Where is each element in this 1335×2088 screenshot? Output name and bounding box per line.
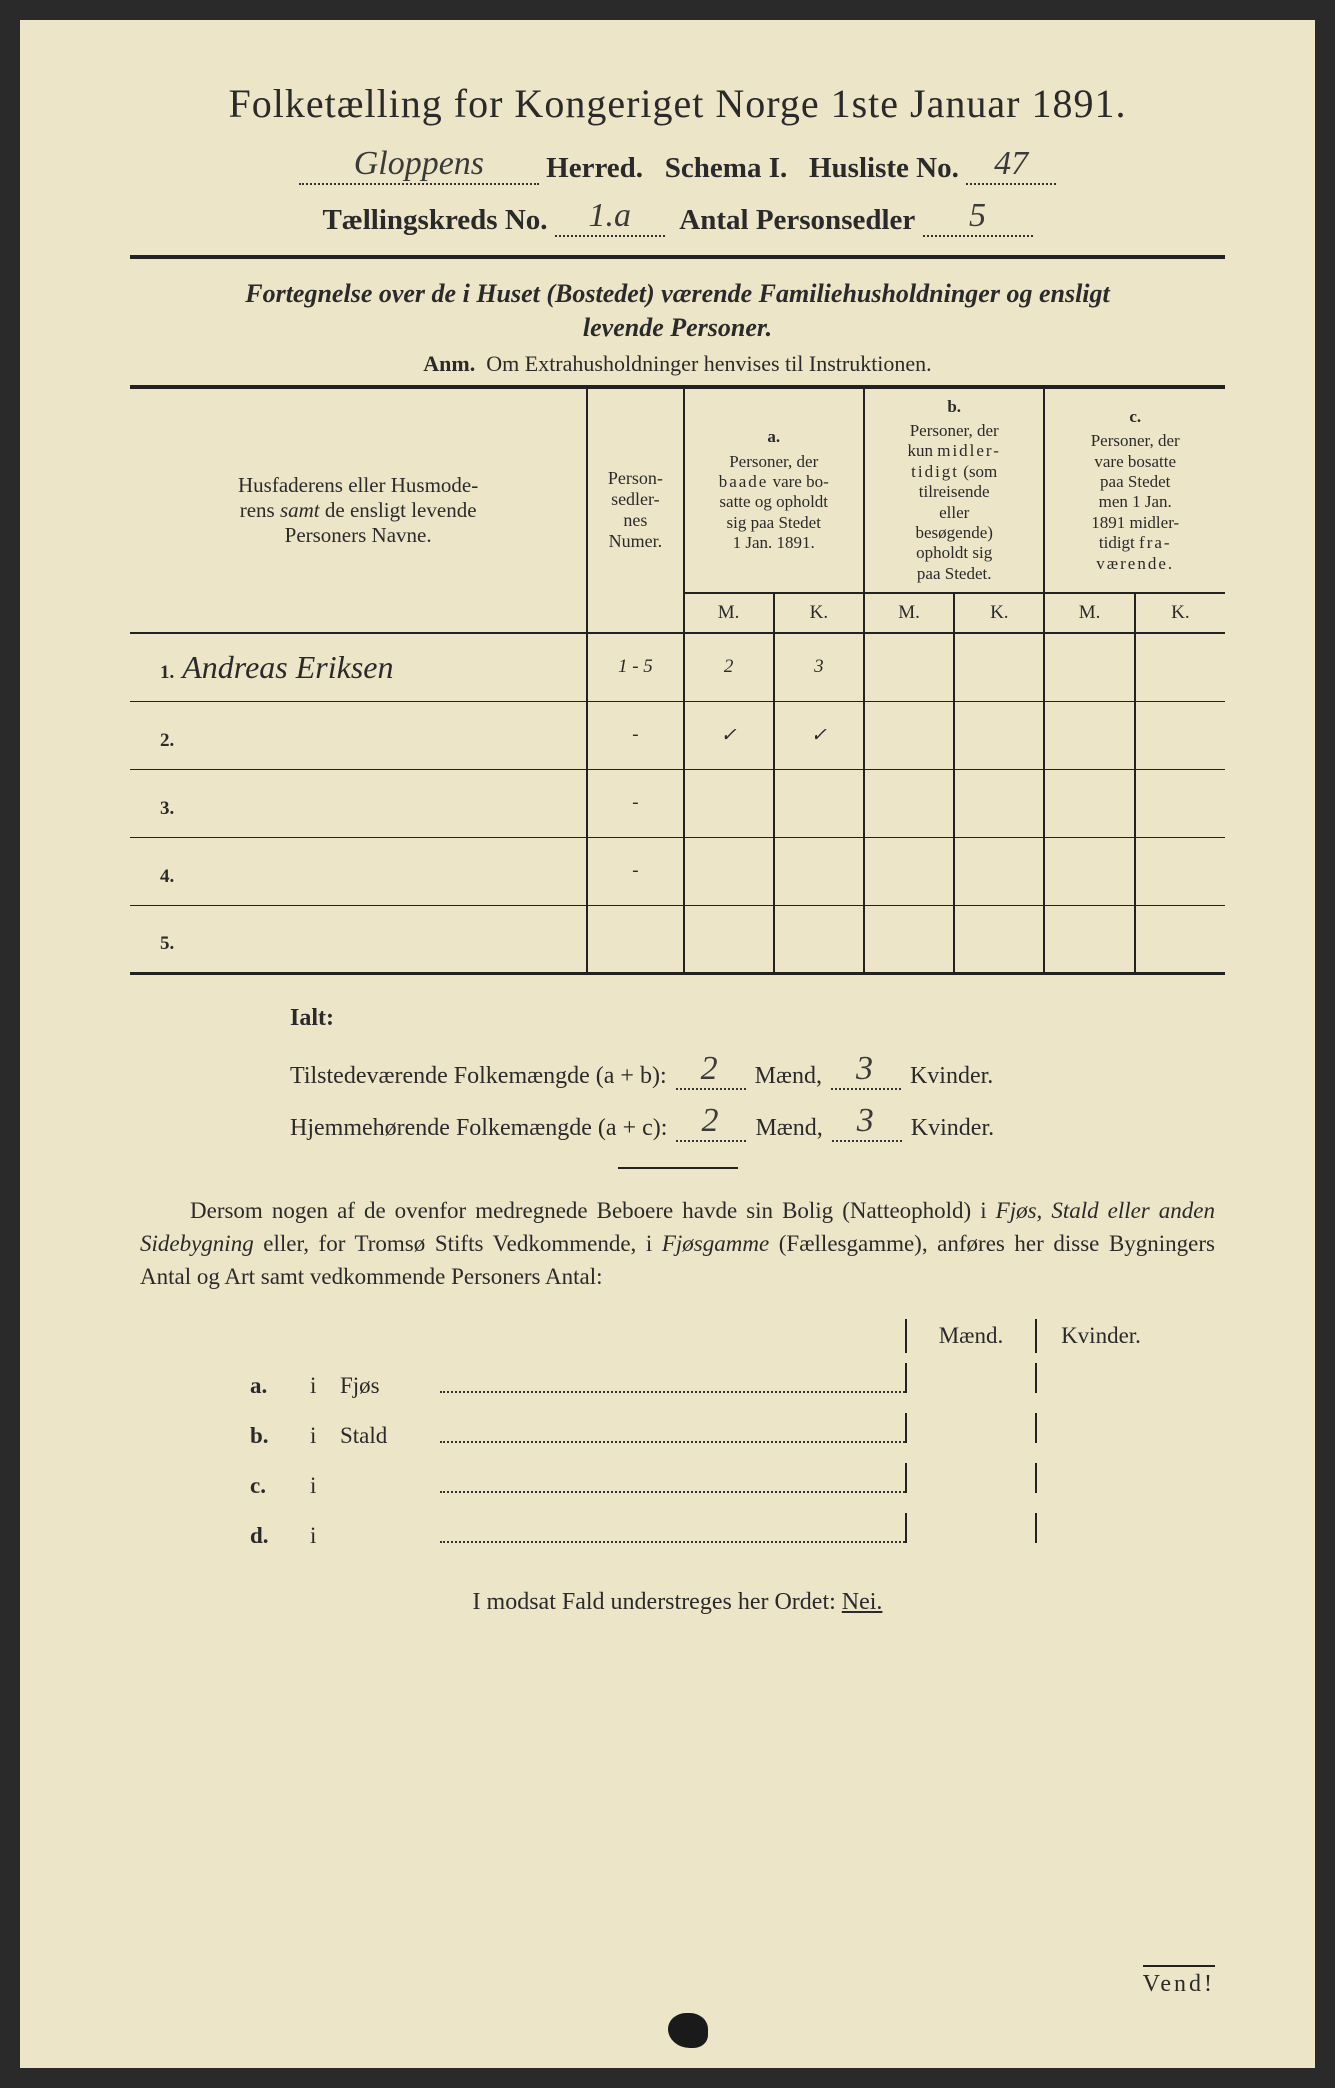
antal-value: 5	[969, 197, 986, 234]
col-a-k: K.	[774, 593, 864, 633]
nei-line: I modsat Fald understreges her Ordet: Ne…	[130, 1589, 1225, 1616]
vend-label: Vend!	[1143, 1965, 1215, 1998]
herred-label: Herred.	[546, 152, 643, 184]
table-row: 4.-	[130, 837, 1225, 905]
anm-text: Om Extrahusholdninger henvises til Instr…	[486, 351, 931, 376]
col-a-header: a. Personer, derbaade vare bo-satte og o…	[684, 387, 864, 594]
divider	[130, 255, 1225, 259]
anm-label: Anm.	[423, 351, 475, 376]
building-mk-header: Mænd. Kvinder.	[250, 1319, 1165, 1353]
short-divider	[618, 1167, 738, 1169]
subtitle: Fortegnelse over de i Huset (Bostedet) v…	[130, 277, 1225, 345]
ink-blot	[668, 2013, 708, 2048]
building-paragraph: Dersom nogen af de ovenfor medregnede Be…	[140, 1194, 1215, 1294]
header-line-3: Tællingskreds No. 1.a Antal Personsedler…	[130, 197, 1225, 237]
page-title: Folketælling for Kongeriget Norge 1ste J…	[130, 80, 1225, 127]
ialt-label: Ialt:	[290, 1005, 1225, 1032]
header-line-2: Gloppens Herred. Schema I. Husliste No. …	[130, 145, 1225, 185]
kvinder-col-label: Kvinder.	[1035, 1319, 1165, 1353]
subtitle-line1: Fortegnelse over de i Huset (Bostedet) v…	[245, 279, 1110, 308]
building-row: a.iFjøs	[250, 1363, 1165, 1399]
subtitle-line2: levende Personer.	[583, 313, 772, 342]
ialt-line-1: Tilstedeværende Folkemængde (a + b): 2 M…	[290, 1050, 1225, 1090]
col-a-m: M.	[684, 593, 774, 633]
building-row: d.i	[250, 1513, 1165, 1549]
col-c-header: c. Personer, dervare bosattepaa Stedetme…	[1044, 387, 1225, 594]
kreds-value: 1.a	[589, 197, 632, 234]
antal-label: Antal Personsedler	[679, 204, 915, 236]
kreds-label: Tællingskreds No.	[322, 204, 547, 236]
maend-col-label: Mænd.	[905, 1319, 1035, 1353]
col-b-header: b. Personer, derkun midler-tidigt (somti…	[864, 387, 1044, 594]
col-c-k: K.	[1135, 593, 1225, 633]
census-form-page: Folketælling for Kongeriget Norge 1ste J…	[20, 20, 1315, 2068]
schema-label: Schema I.	[665, 152, 787, 184]
building-row: c.i	[250, 1463, 1165, 1499]
col-b-m: M.	[864, 593, 954, 633]
herred-value: Gloppens	[354, 145, 484, 182]
ialt-line-2: Hjemmehørende Folkemængde (a + c): 2 Mæn…	[290, 1102, 1225, 1142]
husliste-label: Husliste No.	[809, 152, 959, 184]
building-section: Mænd. Kvinder. a.iFjøs b.iStald c.i d.i	[250, 1319, 1165, 1549]
table-row: 1.Andreas Eriksen1 - 523	[130, 633, 1225, 701]
table-row: 3.-	[130, 769, 1225, 837]
ialt-section: Ialt: Tilstedeværende Folkemængde (a + b…	[290, 1005, 1225, 1142]
col-c-m: M.	[1044, 593, 1134, 633]
col-b-k: K.	[954, 593, 1044, 633]
table-row: 5.	[130, 905, 1225, 973]
husliste-value: 47	[994, 145, 1028, 182]
col-name-header: Husfaderens eller Husmode-rens samt de e…	[130, 387, 587, 634]
anm-note: Anm. Om Extrahusholdninger henvises til …	[130, 351, 1225, 377]
household-table: Husfaderens eller Husmode-rens samt de e…	[130, 385, 1225, 975]
building-row: b.iStald	[250, 1413, 1165, 1449]
col-num-header: Person-sedler-nesNumer.	[587, 387, 683, 634]
nei-text: I modsat Fald understreges her Ordet:	[473, 1589, 836, 1615]
nei-word: Nei.	[842, 1589, 883, 1615]
table-row: 2.-✓✓	[130, 701, 1225, 769]
